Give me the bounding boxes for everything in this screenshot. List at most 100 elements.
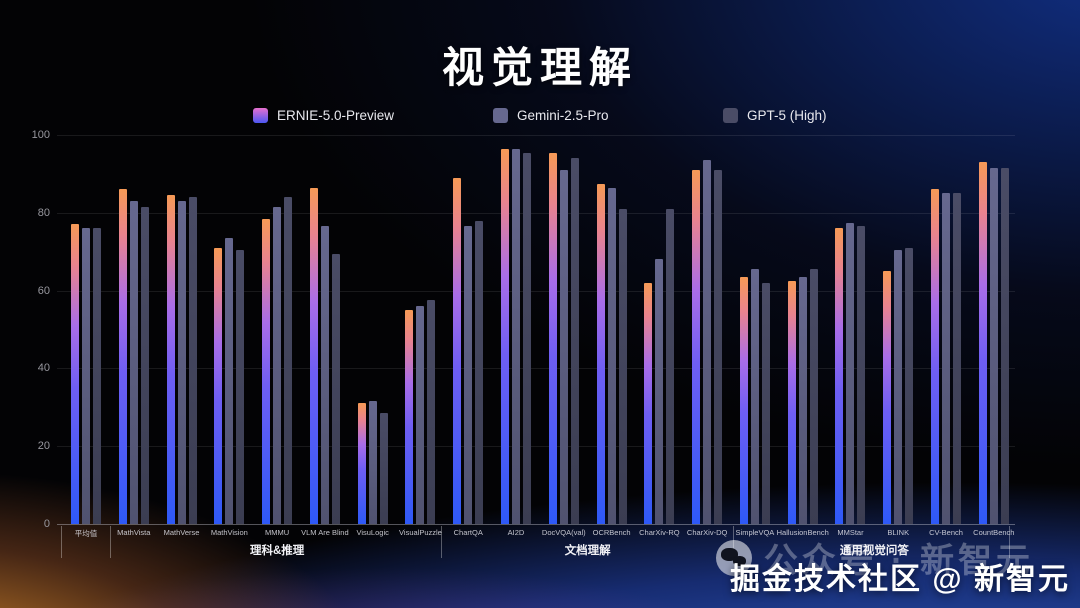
y-tick-label: 40 — [37, 362, 50, 375]
bar-s1-4 — [273, 206, 282, 524]
category-label: MMMU — [265, 528, 290, 537]
bar-s2-0 — [93, 228, 101, 524]
y-tick-label: 20 — [37, 440, 50, 453]
bar-s0-12 — [644, 282, 653, 524]
bar-s0-15 — [787, 280, 796, 524]
legend-label-gemini: Gemini-2.5-Pro — [517, 108, 609, 123]
legend-swatch-gemini — [493, 108, 508, 123]
bar-s2-16 — [857, 226, 866, 524]
bar-s1-2 — [177, 201, 186, 524]
bar-s1-11 — [607, 187, 616, 524]
y-gridline — [57, 290, 1015, 292]
bar-s2-15 — [809, 269, 818, 524]
legend-swatch-gpt5 — [723, 108, 738, 123]
y-gridline — [57, 368, 1015, 370]
category-label: 平均值 — [74, 529, 98, 538]
bar-s2-10 — [570, 158, 579, 524]
watermark-text: 掘金技术社区 @ 新智元 — [730, 563, 1070, 596]
category-label: CountBench — [973, 528, 1015, 537]
wechat-icon — [715, 539, 752, 576]
bar-s2-19 — [1000, 168, 1009, 524]
y-gridline — [57, 212, 1015, 214]
bar-s2-4 — [284, 197, 293, 524]
group-separator — [61, 526, 62, 558]
category-label: VLM Are Blind — [301, 528, 349, 537]
y-tick-label: 60 — [37, 284, 50, 297]
legend-label-gpt5: GPT-5 (High) — [747, 108, 827, 123]
legend-item-gemini: Gemini-2.5-Pro — [493, 108, 609, 123]
category-label: CharXiv-RQ — [639, 528, 680, 537]
y-gridline — [57, 446, 1015, 448]
bar-s0-7 — [405, 310, 414, 524]
bar-s1-15 — [798, 276, 807, 524]
category-label: OCRBench — [592, 528, 631, 537]
category-label: HallusionBench — [776, 528, 829, 537]
category-label: VisualPuzzle — [399, 528, 442, 537]
bar-s1-6 — [368, 401, 377, 524]
bar-s0-3 — [214, 247, 223, 524]
category-label: CV-Bench — [929, 528, 963, 537]
category-label: BLINK — [887, 528, 910, 537]
category-label: MathVision — [210, 528, 248, 537]
category-label: SimpleVQA — [735, 528, 775, 537]
bar-s1-3 — [225, 238, 234, 524]
bar-s1-19 — [989, 168, 998, 524]
category-label: MathVerse — [163, 528, 200, 537]
bar-s1-5 — [320, 226, 329, 524]
bar-s0-5 — [309, 187, 318, 524]
bar-s2-3 — [236, 249, 245, 524]
bar-s2-14 — [761, 282, 770, 524]
y-tick-label: 80 — [37, 206, 50, 219]
bar-s2-17 — [905, 247, 914, 524]
bar-s0-13 — [692, 170, 701, 524]
bar-s1-8 — [464, 226, 473, 524]
bar-s0-4 — [262, 218, 271, 524]
bar-s0-17 — [883, 271, 892, 524]
bar-s1-14 — [750, 269, 759, 524]
group-separator — [110, 526, 111, 558]
y-gridline — [57, 135, 1015, 136]
wechat-watermark-text: 公众号 · 新智元 — [763, 542, 1034, 580]
bar-s2-8 — [475, 220, 484, 524]
bar-s2-9 — [523, 152, 532, 524]
bar-s1-16 — [846, 222, 855, 524]
bar-s1-18 — [942, 193, 951, 524]
legend-label-ernie: ERNIE-5.0-Preview — [277, 108, 395, 123]
bar-s2-13 — [714, 170, 723, 524]
x-axis-line — [57, 524, 1015, 525]
group-label: 通用视觉问答 — [839, 545, 909, 557]
bar-s0-19 — [978, 162, 987, 524]
bar-s1-9 — [512, 148, 521, 524]
bar-s0-14 — [739, 276, 748, 524]
bar-s2-2 — [188, 197, 197, 524]
legend-swatch-ernie — [253, 108, 268, 123]
bar-s0-10 — [548, 152, 557, 524]
bar-s2-12 — [666, 208, 675, 524]
bar-s0-2 — [166, 195, 175, 524]
bar-s2-1 — [140, 206, 149, 524]
group-label: 文档理解 — [564, 545, 611, 557]
bar-s1-12 — [655, 259, 664, 524]
bar-s0-16 — [835, 228, 844, 524]
legend-item-gpt5: GPT-5 (High) — [723, 108, 827, 123]
bar-s1-17 — [894, 249, 903, 524]
y-tick-label: 100 — [31, 129, 50, 141]
bar-s2-11 — [618, 208, 627, 524]
category-label: MMStar — [837, 528, 864, 537]
bar-s0-1 — [118, 189, 127, 524]
category-label: VisuLogic — [356, 528, 389, 537]
bar-s0-18 — [931, 189, 940, 524]
bar-s2-18 — [953, 193, 962, 524]
bar-s1-7 — [416, 306, 425, 524]
bar-s2-6 — [379, 413, 388, 524]
bar-s1-1 — [129, 201, 138, 524]
bar-s2-5 — [331, 253, 340, 524]
y-tick-label: 0 — [43, 518, 50, 530]
legend-item-ernie: ERNIE-5.0-Preview — [253, 108, 394, 123]
bar-s2-7 — [427, 300, 436, 524]
group-separator — [1009, 526, 1010, 558]
bar-s0-0 — [71, 224, 79, 524]
bar-s0-8 — [453, 177, 462, 524]
